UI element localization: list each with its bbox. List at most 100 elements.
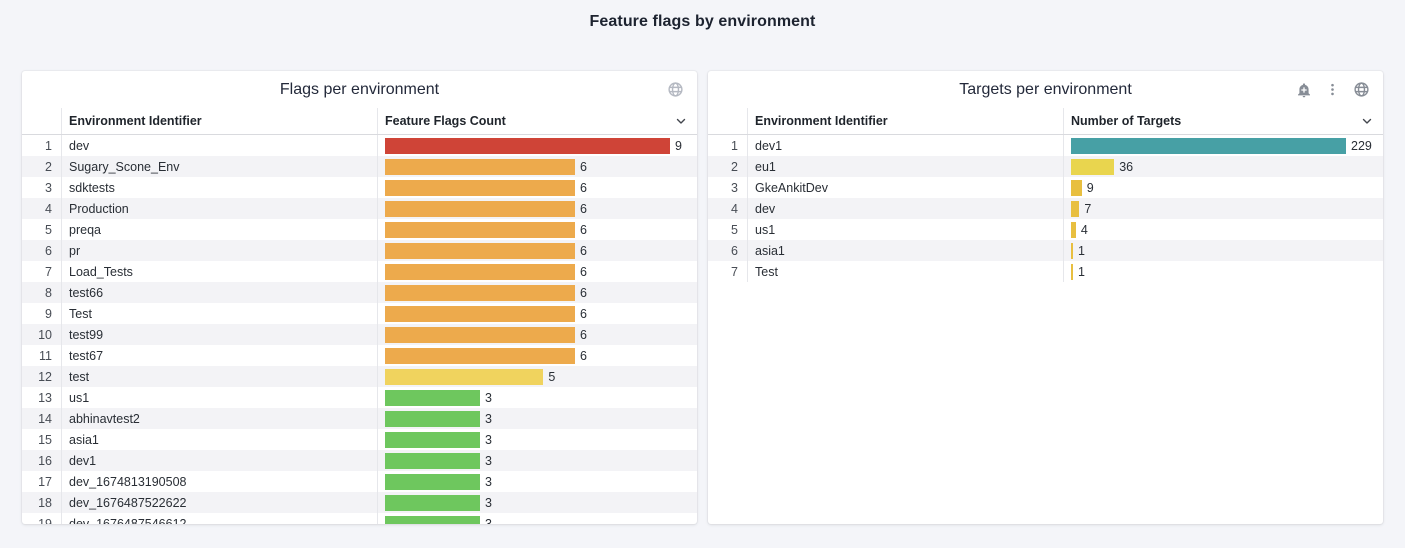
add-alert-bell-icon[interactable]	[1296, 82, 1312, 98]
row-number: 12	[38, 369, 52, 384]
value-cell: 4	[1063, 219, 1383, 240]
chevron-down-icon[interactable]	[674, 114, 688, 128]
table-row: 11 test67 6	[22, 345, 697, 366]
table-body: 1 dev 9 2 Sugary_Scone_Env 6 3 sdktests 6 4 Produc…	[22, 135, 697, 524]
column-header-label: Feature Flags Count	[385, 114, 506, 128]
environment-identifier-cell: test	[61, 366, 377, 387]
bar-gauge: 3	[385, 452, 670, 469]
row-number: 8	[45, 285, 52, 300]
panel-targets-per-environment: Targets per environment	[708, 71, 1383, 524]
table-row: 1 dev1 229	[708, 135, 1383, 156]
bar-value: 9	[1086, 180, 1094, 195]
bar-value: 3	[484, 390, 492, 405]
bar-gauge: 5	[385, 368, 670, 385]
column-header-feature-flags-count[interactable]: Feature Flags Count	[377, 108, 697, 134]
bar	[1071, 221, 1076, 238]
table-row: 3 sdktests 6	[22, 177, 697, 198]
table-body: 1 dev1 229 2 eu1 36 3 GkeAnkitDev 9 4 dev 7 5 us1 4 6 as…	[708, 135, 1383, 282]
environment-identifier-cell: Load_Tests	[61, 261, 377, 282]
bar-gauge: 3	[385, 494, 670, 511]
chevron-down-icon[interactable]	[1360, 114, 1374, 128]
globe-icon[interactable]	[1353, 81, 1370, 98]
bar-gauge: 3	[385, 473, 670, 490]
bar-gauge: 3	[385, 410, 670, 427]
bar-value: 3	[484, 474, 492, 489]
table-row: 13 us1 3	[22, 387, 697, 408]
value-cell: 229	[1063, 135, 1383, 156]
environment-identifier-cell: dev	[61, 135, 377, 156]
row-number: 3	[731, 180, 738, 195]
value-cell: 6	[377, 240, 697, 261]
panel-header[interactable]: Flags per environment	[22, 71, 697, 108]
panel-header[interactable]: Targets per environment	[708, 71, 1383, 108]
bar-gauge: 3	[385, 389, 670, 406]
value-cell: 5	[377, 366, 697, 387]
bar-value: 3	[484, 432, 492, 447]
row-number: 6	[731, 243, 738, 258]
value-cell: 3	[377, 492, 697, 513]
value-cell: 6	[377, 303, 697, 324]
bar-value: 6	[580, 285, 587, 300]
environment-identifier-cell: sdktests	[61, 177, 377, 198]
bar	[385, 221, 575, 238]
panel-title: Targets per environment	[959, 80, 1132, 98]
bar-value: 6	[580, 327, 587, 342]
table-row: 2 eu1 36	[708, 156, 1383, 177]
table-row: 18 dev_1676487522622 3	[22, 492, 697, 513]
row-number: 15	[38, 432, 52, 447]
column-header-number-of-targets[interactable]: Number of Targets	[1063, 108, 1383, 134]
value-cell: 6	[377, 156, 697, 177]
table-row: 1 dev 9	[22, 135, 697, 156]
row-number: 9	[45, 306, 52, 321]
value-cell: 36	[1063, 156, 1383, 177]
bar	[385, 137, 670, 154]
globe-icon[interactable]	[667, 81, 684, 98]
page-title: Feature flags by environment	[589, 13, 816, 30]
bar-value: 6	[580, 159, 587, 174]
bar-value: 6	[580, 306, 587, 321]
panel-flags-per-environment: Flags per environment Environment Identi…	[22, 71, 697, 524]
bar	[1071, 200, 1080, 217]
table-row: 5 us1 4	[708, 219, 1383, 240]
bar-value: 6	[580, 348, 587, 363]
environment-identifier-cell: Test	[747, 261, 1063, 282]
bar-gauge: 6	[385, 305, 670, 322]
table-row: 10 test99 6	[22, 324, 697, 345]
value-cell: 7	[1063, 198, 1383, 219]
environment-identifier-cell: test67	[61, 345, 377, 366]
environment-identifier-cell: dev_1676487522622	[61, 492, 377, 513]
environment-identifier-cell: asia1	[61, 429, 377, 450]
column-header-environment-identifier[interactable]: Environment Identifier	[747, 108, 1063, 134]
column-header-environment-identifier[interactable]: Environment Identifier	[61, 108, 377, 134]
table-row: 2 Sugary_Scone_Env 6	[22, 156, 697, 177]
bar-gauge: 6	[385, 284, 670, 301]
value-cell: 3	[377, 450, 697, 471]
bar-value: 1	[1078, 264, 1085, 279]
row-number: 6	[45, 243, 52, 258]
bar-value: 6	[580, 222, 587, 237]
environment-identifier-cell: eu1	[747, 156, 1063, 177]
kebab-menu-icon[interactable]	[1325, 82, 1340, 97]
table-row: 4 dev 7	[708, 198, 1383, 219]
bar	[1071, 263, 1073, 280]
row-number: 7	[45, 264, 52, 279]
bar-value: 3	[484, 411, 492, 426]
bar-gauge: 6	[385, 326, 670, 343]
row-number: 5	[45, 222, 52, 237]
bar	[385, 410, 480, 427]
environment-identifier-cell: asia1	[747, 240, 1063, 261]
table-row: 15 asia1 3	[22, 429, 697, 450]
value-cell: 1	[1063, 240, 1383, 261]
table-row: 7 Load_Tests 6	[22, 261, 697, 282]
bar-value: 6	[580, 201, 587, 216]
environment-identifier-cell: dev_1674813190508	[61, 471, 377, 492]
row-number: 4	[731, 201, 738, 216]
value-cell: 3	[377, 429, 697, 450]
row-number: 2	[45, 159, 52, 174]
bar-value: 6	[580, 180, 587, 195]
table-row: 5 preqa 6	[22, 219, 697, 240]
bar-gauge: 6	[385, 179, 670, 196]
bar	[1071, 179, 1082, 196]
environment-identifier-cell: dev1	[747, 135, 1063, 156]
value-cell: 3	[377, 471, 697, 492]
